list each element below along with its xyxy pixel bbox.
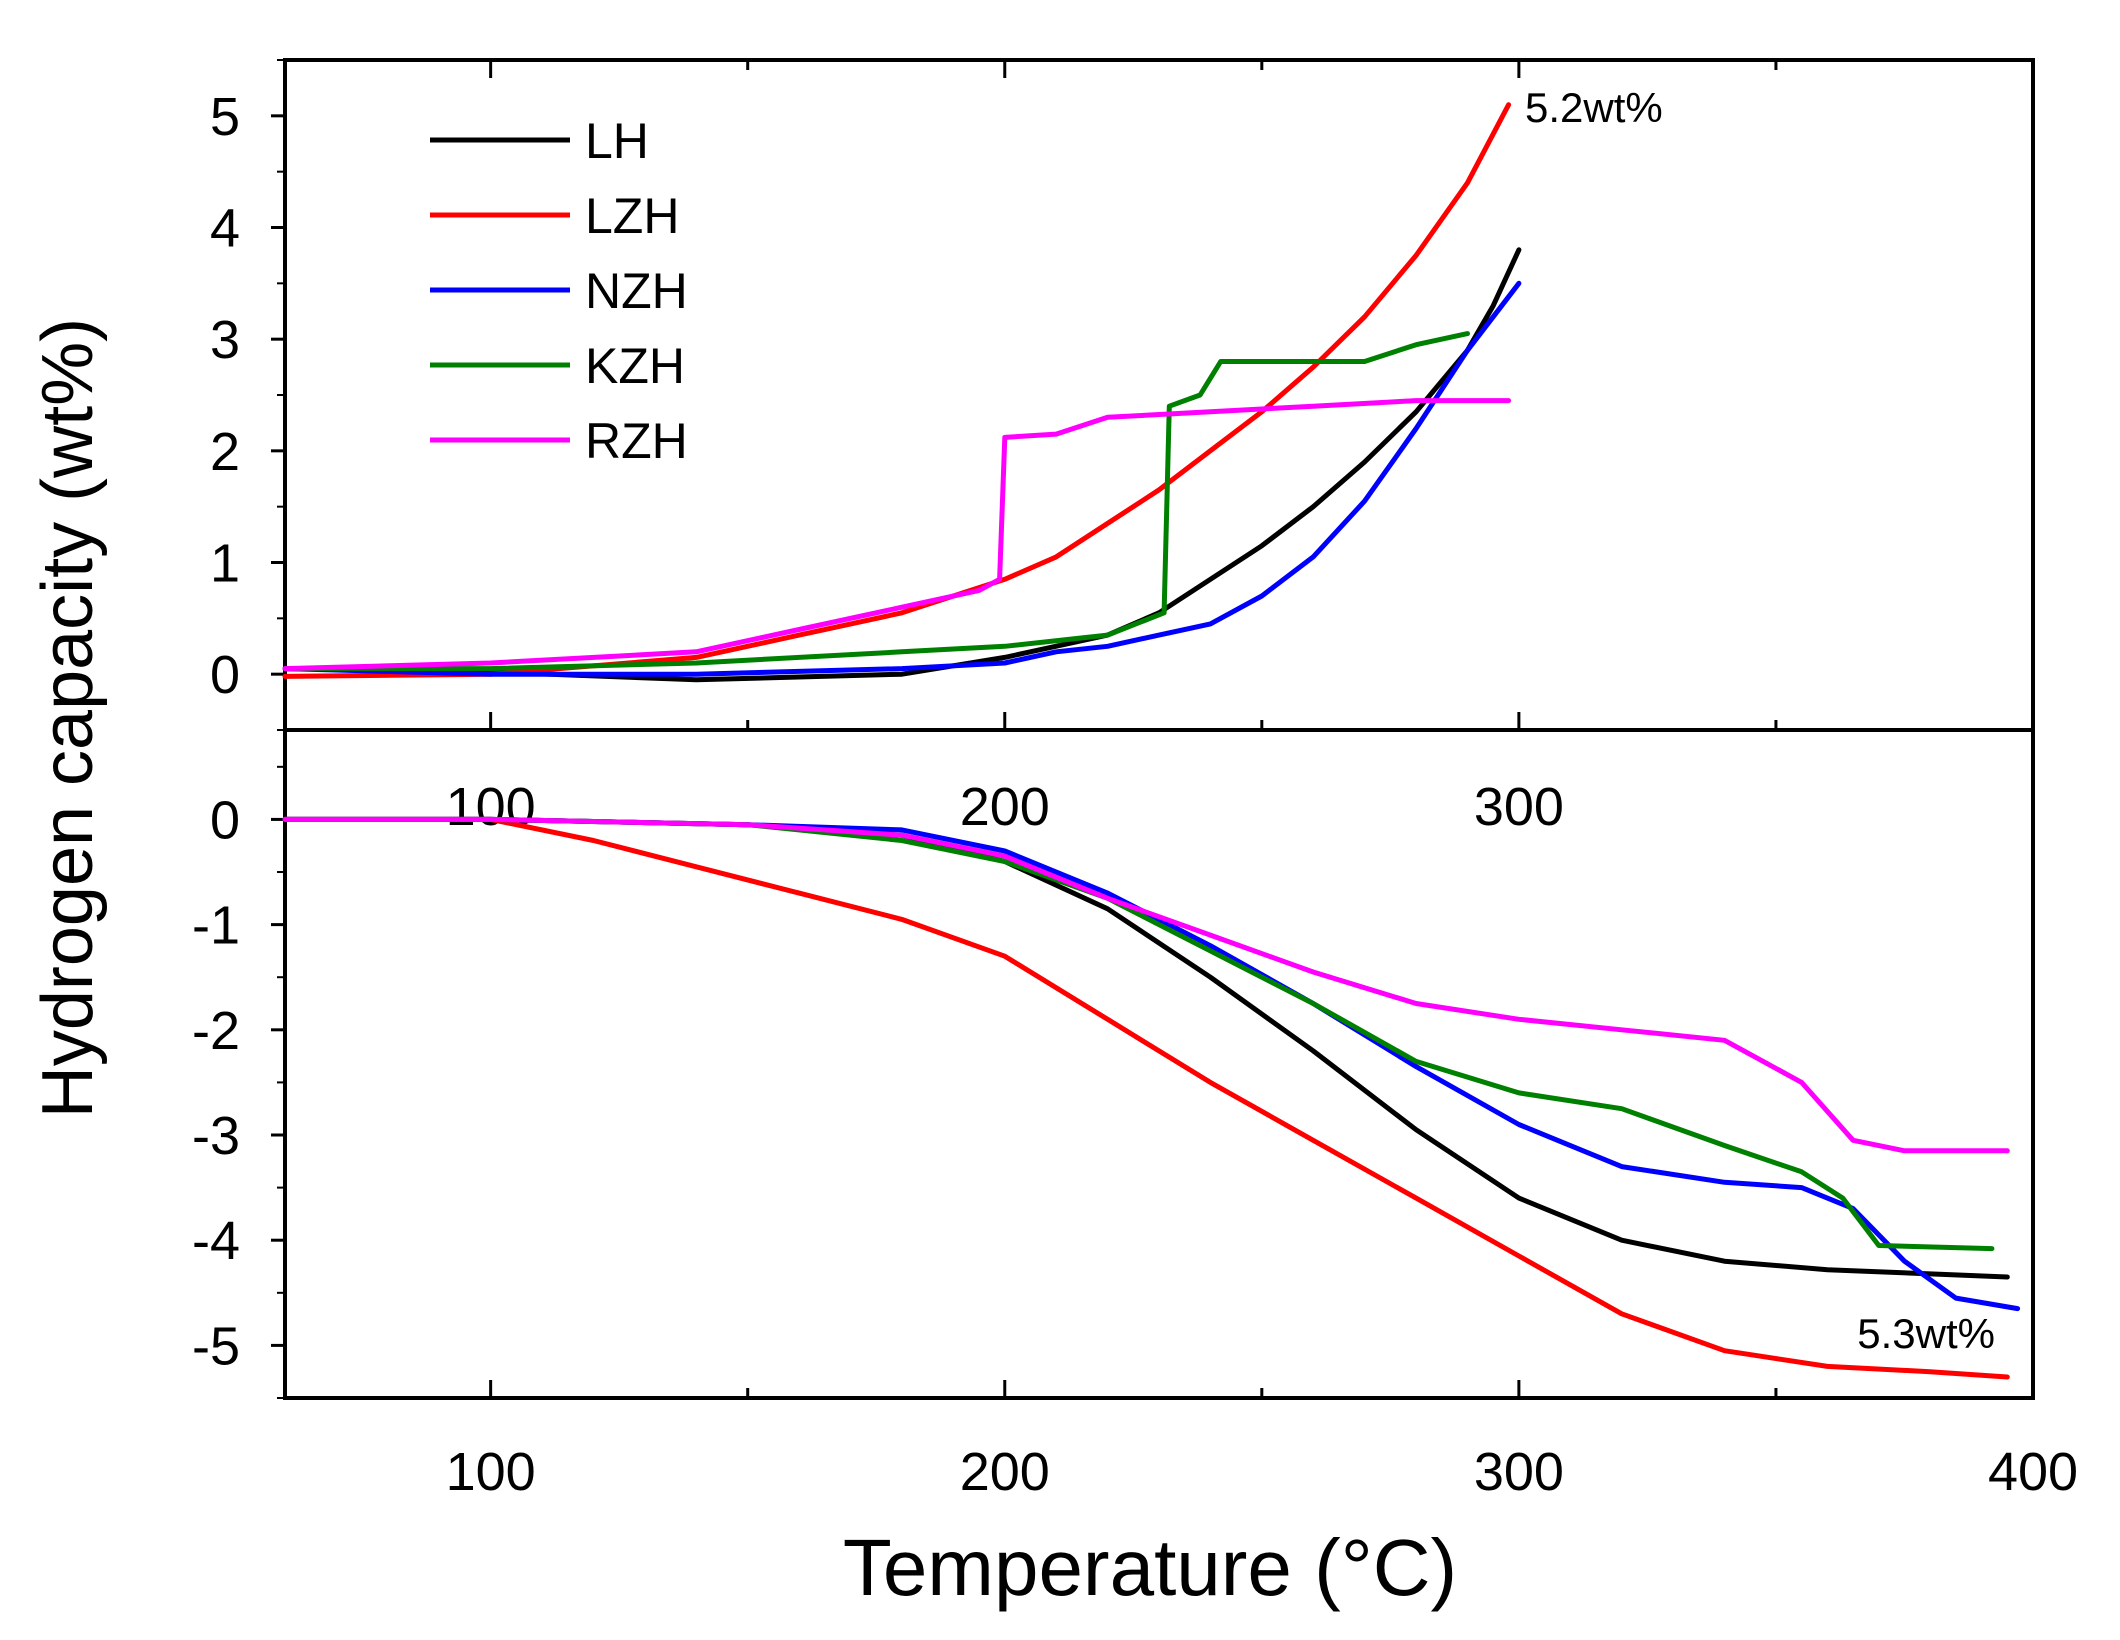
top-y-tick-label: 1 [210,534,240,594]
top-series-lh [282,247,1522,683]
bottom-series-rzh [282,816,2010,1154]
top-series-rzh [282,398,1512,672]
bottom-series-nzh [282,816,2021,1312]
top-y-tick-label: 2 [210,422,240,482]
legend: LH LZH NZH KZH RZH [430,113,688,469]
bottom-panel: 100 200 300 400 0 -1 -2 -3 -4 -5 5.3wt% [192,728,2078,1502]
bottom-x-tick-label: 200 [960,1442,1050,1502]
legend-label-lzh: LZH [585,188,679,244]
legend-label-lh: LH [585,113,649,169]
top-series-nzh [282,280,1522,677]
x-axis-title: Temperature (°C) [843,1523,1457,1612]
top-x-tick-label: 300 [1474,777,1564,837]
top-y-tick-label: 5 [210,87,240,147]
bottom-y-tick-label: -2 [192,1001,240,1061]
top-y-tick-label: 4 [210,199,240,259]
bottom-x-tick-label: 400 [1988,1442,2078,1502]
bottom-y-tick-label: -4 [192,1211,240,1271]
bottom-y-tick-label: -3 [192,1106,240,1166]
top-x-tick-label: 200 [960,777,1050,837]
bottom-frame [283,728,2035,1400]
bottom-x-tick-label: 100 [446,1442,536,1502]
legend-label-kzh: KZH [585,338,685,394]
top-series-lzh [282,102,1512,679]
top-annotation: 5.2wt% [1525,84,1663,131]
bottom-y-tick-label: -1 [192,896,240,956]
bottom-y-tick-label: 0 [210,790,240,850]
bottom-x-tick-label: 300 [1474,1442,1564,1502]
top-frame [283,58,2035,732]
top-y-tick-label: 3 [210,310,240,370]
bottom-series-kzh [282,816,1995,1252]
legend-label-rzh: RZH [585,413,688,469]
bottom-y-tick-label: -5 [192,1316,240,1376]
top-y-tick-label: 0 [210,645,240,705]
legend-label-nzh: NZH [585,263,688,319]
y-axis-title: Hydrogen capacity (wt%) [28,318,108,1118]
top-series-kzh [282,331,1470,672]
bottom-series-lzh [282,816,2010,1380]
bottom-annotation: 5.3wt% [1857,1310,1995,1357]
bottom-series-lh [282,816,2010,1280]
